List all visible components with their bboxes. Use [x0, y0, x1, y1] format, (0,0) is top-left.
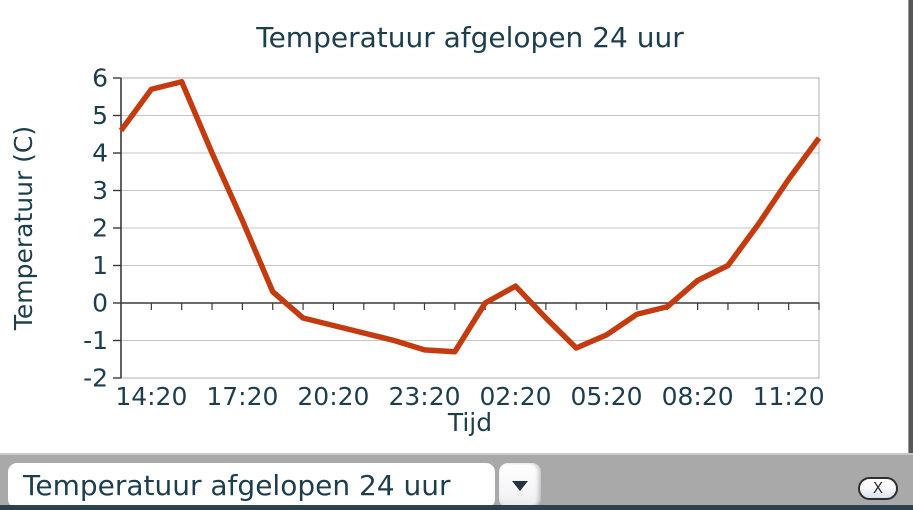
footer-toolbar: Temperatuur afgelopen 24 uur X [0, 453, 913, 510]
x-tick-label: 02:20 [479, 382, 551, 411]
chart-select-value: Temperatuur afgelopen 24 uur [23, 469, 451, 502]
chart-select-dropdown-button[interactable] [499, 463, 541, 508]
x-tick-label: 23:20 [388, 382, 460, 411]
y-tick-label: -1 [83, 326, 108, 355]
x-tick-label: 14:20 [115, 382, 187, 411]
y-tick-label: 6 [92, 64, 108, 93]
y-tick-label: -2 [83, 364, 108, 393]
y-tick-label: 4 [92, 139, 108, 168]
x-axis-label: Tijd [447, 408, 492, 437]
y-tick-label: 1 [92, 251, 108, 280]
chart-area: -2 -1 0 1 2 3 4 5 6 14:20 17:20 20:20 23:20 02:20 05:2… [9, 21, 825, 437]
y-tick-label: 5 [92, 101, 108, 130]
y-tick-label: 3 [92, 176, 108, 205]
window-bottom-strip [0, 505, 913, 510]
chart-title: Temperatuur afgelopen 24 uur [255, 21, 684, 54]
temperature-series-line [118, 79, 822, 355]
x-tick-label: 08:20 [662, 382, 734, 411]
chevron-down-icon [512, 480, 528, 491]
x-tick-label: 17:20 [206, 382, 278, 411]
x-tick-label: 11:20 [753, 382, 825, 411]
y-tick-label: 2 [92, 214, 108, 243]
x-tick-label: 05:20 [571, 382, 643, 411]
y-axis-label: Temperatuur (C) [9, 126, 38, 331]
close-button[interactable]: X [858, 477, 898, 500]
temperature-line-chart: -2 -1 0 1 2 3 4 5 6 14:20 17:20 20:20 23:20 02:20 05:2… [9, 21, 825, 437]
chart-select-combobox[interactable]: Temperatuur afgelopen 24 uur [8, 463, 495, 508]
window-right-border [908, 0, 913, 453]
x-tick-label: 20:20 [297, 382, 369, 411]
y-tick-label: 0 [92, 289, 108, 318]
close-button-label: X [872, 479, 884, 497]
